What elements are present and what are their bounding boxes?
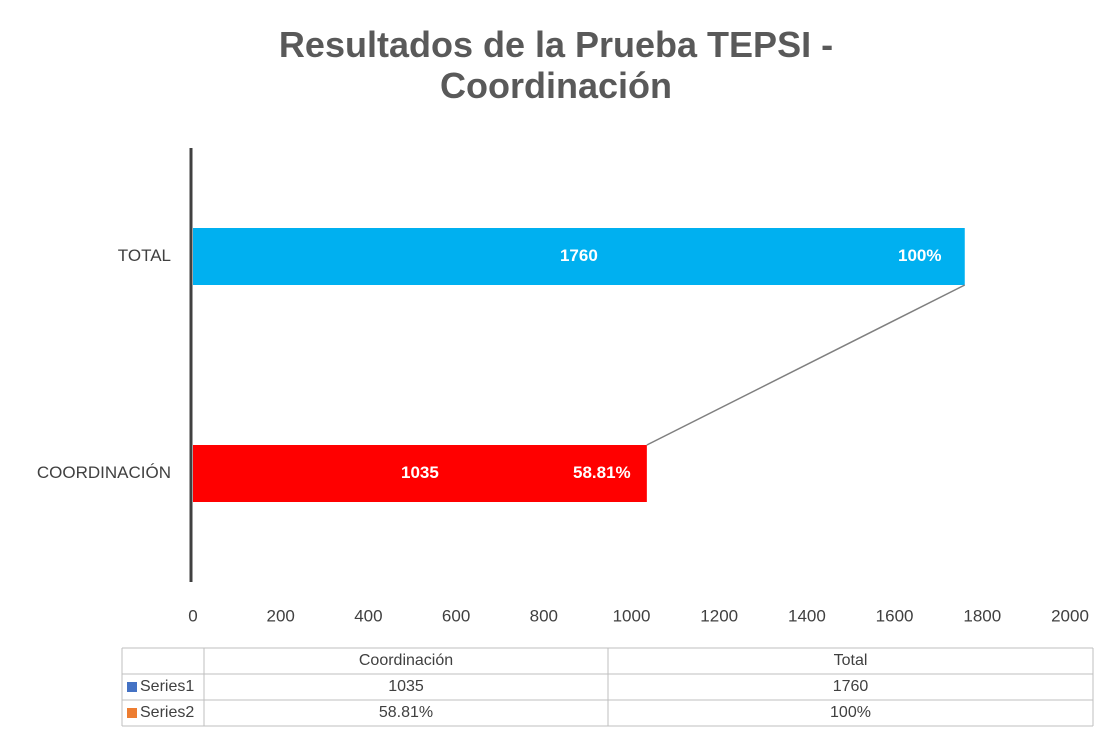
- y-tick-label: TOTAL: [118, 246, 171, 265]
- table-cell: 100%: [830, 704, 871, 721]
- chart-title: Resultados de la Prueba TEPSI -Coordinac…: [279, 24, 833, 106]
- legend-key: [127, 708, 137, 718]
- table-cell: 58.81%: [379, 704, 433, 721]
- x-tick-label: 600: [442, 606, 470, 625]
- data-label: 58.81%: [573, 463, 631, 482]
- x-tick-label: 0: [188, 606, 197, 625]
- table-header: Coordinación: [359, 652, 453, 669]
- table-header: Total: [834, 652, 868, 669]
- x-tick-label: 400: [354, 606, 382, 625]
- x-tick-label: 1000: [613, 606, 651, 625]
- x-tick-label: 800: [530, 606, 558, 625]
- x-tick-label: 200: [267, 606, 295, 625]
- bar: [193, 445, 647, 502]
- y-tick-label: COORDINACIÓN: [37, 463, 171, 482]
- x-tick-label: 2000: [1051, 606, 1089, 625]
- data-label: 100%: [898, 246, 941, 265]
- data-label: 1035: [401, 463, 439, 482]
- table-cell: 1035: [388, 678, 424, 695]
- legend-key: [127, 682, 137, 692]
- bar: [193, 228, 965, 285]
- legend-label: Series1: [140, 678, 194, 695]
- x-tick-label: 1600: [876, 606, 914, 625]
- legend-label: Series2: [140, 704, 194, 721]
- x-tick-label: 1400: [788, 606, 826, 625]
- data-label: 1760: [560, 246, 598, 265]
- series-line: [646, 284, 966, 446]
- x-tick-label: 1200: [700, 606, 738, 625]
- x-tick-label: 1800: [963, 606, 1001, 625]
- table-cell: 1760: [833, 678, 869, 695]
